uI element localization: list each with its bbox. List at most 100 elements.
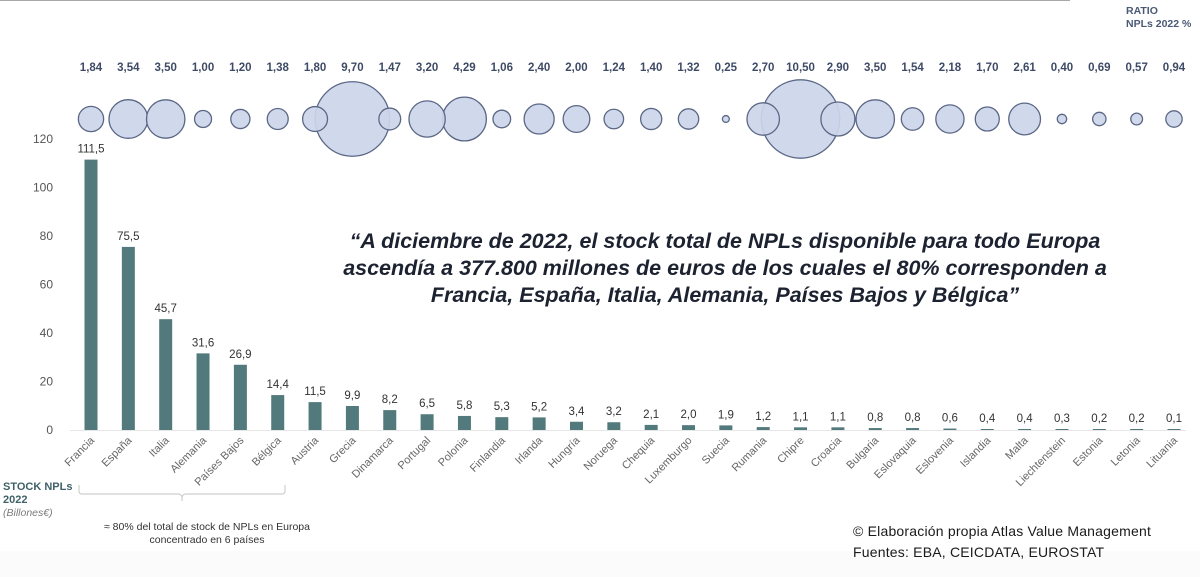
ratio-value-label: 1,70 <box>976 62 998 74</box>
ratio-bubble <box>108 99 149 139</box>
y-tick-label: 40 <box>40 326 54 340</box>
ratio-bubble <box>492 109 512 129</box>
y-axis: 0 20 40 60 80 100 120 <box>33 132 53 437</box>
ratio-value-label: 1,80 <box>304 62 326 74</box>
ratio-bubble <box>523 103 555 135</box>
x-tick-label: Finlandia <box>468 434 509 475</box>
ratio-value-label: 1,40 <box>640 62 662 74</box>
ratio-title: RATIO NPLs 2022 % <box>1126 5 1191 31</box>
ratio-bubble <box>1091 111 1107 127</box>
y-axis-title-line2: 2022 <box>3 494 28 506</box>
bar-value-label: 0,1 <box>1166 413 1182 425</box>
bottom-band <box>0 551 1200 577</box>
ratio-value-label: 3,54 <box>117 62 140 74</box>
bar <box>84 159 98 431</box>
bar-value-label: 14,4 <box>267 379 290 391</box>
x-tick-label: España <box>100 434 135 469</box>
bar-value-label: 5,8 <box>456 400 472 412</box>
bar-value-label: 0,3 <box>1054 413 1070 425</box>
x-tick-label: Austria <box>288 434 321 467</box>
x-tick-label: Malta <box>1003 434 1031 462</box>
sources-line: Fuentes: EBA, CEICDATA, EUROSTAT <box>853 544 1105 560</box>
y-tick-label: 20 <box>40 375 54 389</box>
ratio-value-label: 1,32 <box>677 62 699 74</box>
bar <box>943 428 957 430</box>
bar <box>569 421 583 430</box>
bar <box>495 417 509 430</box>
bracket-six-countries <box>78 485 286 501</box>
bar-value-label: 0,4 <box>979 413 996 425</box>
y-tick-label: 80 <box>40 229 54 243</box>
bar-value-label: 5,3 <box>494 401 510 413</box>
ratio-value-label: 10,50 <box>786 62 815 74</box>
bar <box>831 427 845 430</box>
ratio-bubble <box>145 99 186 139</box>
ratio-title-line1: RATIO <box>1126 5 1158 17</box>
ratio-bubble <box>378 107 402 131</box>
bar-value-label: 1,1 <box>830 411 846 423</box>
x-tick-label: Rumania <box>730 434 770 474</box>
y-tick-label: 60 <box>40 278 54 292</box>
x-tick-label: Polonia <box>436 434 471 469</box>
x-tick-label: Francia <box>63 434 98 469</box>
ratio-value-label: 1,00 <box>192 62 214 74</box>
ratio-bubble <box>408 100 446 138</box>
bar <box>1130 429 1144 430</box>
ratio-bubble <box>1008 102 1042 136</box>
bar <box>457 415 471 430</box>
bar-value-label: 8,2 <box>382 394 398 406</box>
bar <box>644 424 658 430</box>
bar <box>196 353 210 430</box>
bar-value-label: 3,2 <box>606 406 622 418</box>
highlight-quote: “A diciembre de 2022, el stock total de … <box>343 229 1107 307</box>
ratio-bubble <box>746 102 781 136</box>
x-tick-label: Bélgica <box>250 434 285 469</box>
ratio-bubble <box>562 105 591 133</box>
bar-value-label: 75,5 <box>117 231 139 243</box>
ratio-value-label: 2,40 <box>528 62 550 74</box>
bar <box>794 427 808 430</box>
ratio-value-label: 0,94 <box>1163 62 1186 74</box>
bar-value-label: 1,1 <box>793 411 809 423</box>
bar-value-label: 1,2 <box>755 411 771 423</box>
y-tick-label: 120 <box>33 132 53 146</box>
x-tick-label: Eslovenia <box>914 434 957 477</box>
bubbles-group: 1,84 3,54 3,50 1,00 1,20 1,38 1,80 9,70 1,47 3,20… <box>77 62 1186 159</box>
bar <box>1092 429 1106 430</box>
bar-value-label: 2,0 <box>681 409 697 421</box>
bar <box>233 364 247 430</box>
ratio-value-label: 2,70 <box>752 62 774 74</box>
bar-value-label: 0,8 <box>905 412 921 424</box>
ratio-value-label: 0,57 <box>1125 62 1147 74</box>
bar <box>1018 429 1032 430</box>
ratio-bubble <box>820 101 856 137</box>
bar <box>121 246 135 430</box>
bar-value-label: 0,2 <box>1129 413 1145 425</box>
x-tick-label: Dinamarca <box>350 434 397 481</box>
ratio-bubble <box>721 114 730 124</box>
y-axis-title-line1: STOCK NPLs <box>3 481 73 493</box>
bar-value-label: 31,6 <box>192 337 214 349</box>
ratio-value-label: 1,54 <box>901 62 924 74</box>
ratio-value-label: 1,47 <box>379 62 401 74</box>
bar-value-label: 111,5 <box>77 144 104 156</box>
bar-value-label: 3,4 <box>568 406 585 418</box>
bar <box>271 395 285 430</box>
bar <box>719 425 733 430</box>
x-tick-label: Estonia <box>1071 434 1106 469</box>
x-tick-label: Chequia <box>620 434 658 472</box>
bar-value-label: 6,5 <box>419 398 435 410</box>
ratio-value-label: 1,24 <box>603 62 626 74</box>
ratio-bubble <box>603 108 625 130</box>
bar <box>1055 429 1069 430</box>
ratio-value-label: 1,20 <box>229 62 251 74</box>
ratio-bubble <box>855 99 896 139</box>
ratio-value-label: 0,69 <box>1088 62 1110 74</box>
x-tick-label: Bulgaria <box>844 434 882 472</box>
ratio-value-label: 0,40 <box>1051 62 1073 74</box>
x-tick-label: Irlanda <box>513 434 546 467</box>
credit-line: © Elaboración propia Atlas Value Managem… <box>853 523 1152 539</box>
x-tick-label: Italia <box>147 434 173 460</box>
ratio-bubble <box>974 106 1000 132</box>
